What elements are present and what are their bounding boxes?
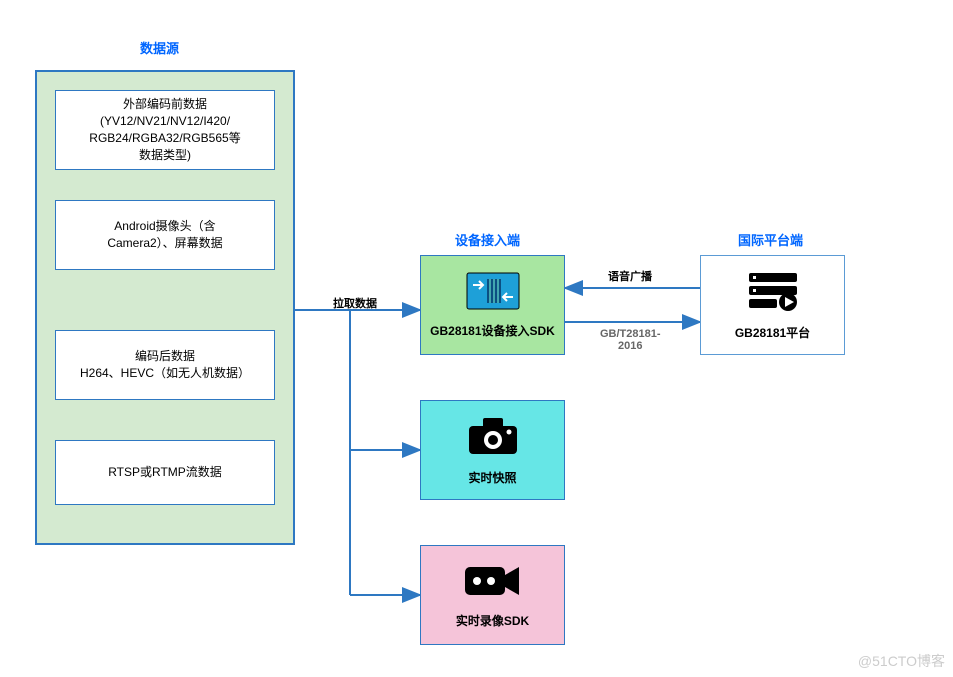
node-record: 实时录像SDK: [420, 545, 565, 645]
edge-label-gb-std: GB/T28181-2016: [600, 328, 661, 352]
ds-box-raw: 外部编码前数据(YV12/NV21/NV12/I420/RGB24/RGBA32…: [55, 90, 275, 170]
ds-label-stream: RTSP或RTMP流数据: [102, 464, 228, 481]
ds-label-raw: 外部编码前数据(YV12/NV21/NV12/I420/RGB24/RGBA32…: [83, 96, 246, 163]
ds-box-stream: RTSP或RTMP流数据: [55, 440, 275, 505]
node-platform-label: GB28181平台: [735, 324, 810, 341]
videocam-icon: [463, 561, 523, 606]
header-device-access: 设备接入端: [455, 230, 520, 249]
switch-icon: [465, 271, 521, 316]
header-data-source: 数据源: [140, 38, 179, 57]
header-platform: 国际平台端: [738, 230, 803, 249]
edge-label-pull-data: 拉取数据: [333, 295, 377, 311]
ds-box-encoded: 编码后数据H264、HEVC（如无人机数据）: [55, 330, 275, 400]
node-snapshot: 实时快照: [420, 400, 565, 500]
edge-label-voice: 语音广播: [608, 268, 652, 284]
node-record-label: 实时录像SDK: [456, 612, 529, 629]
watermark: @51CTO博客: [858, 651, 945, 671]
ds-label-camera: Android摄像头（含Camera2）、屏幕数据: [101, 218, 228, 252]
node-gb28181-sdk: GB28181设备接入SDK: [420, 255, 565, 355]
camera-icon: [465, 414, 521, 463]
ds-box-camera: Android摄像头（含Camera2）、屏幕数据: [55, 200, 275, 270]
node-gb28181-platform: GB28181平台: [700, 255, 845, 355]
playlist-icon: [745, 269, 801, 318]
ds-label-encoded: 编码后数据H264、HEVC（如无人机数据）: [74, 348, 256, 382]
node-snapshot-label: 实时快照: [468, 469, 516, 486]
node-sdk-label: GB28181设备接入SDK: [430, 322, 555, 339]
